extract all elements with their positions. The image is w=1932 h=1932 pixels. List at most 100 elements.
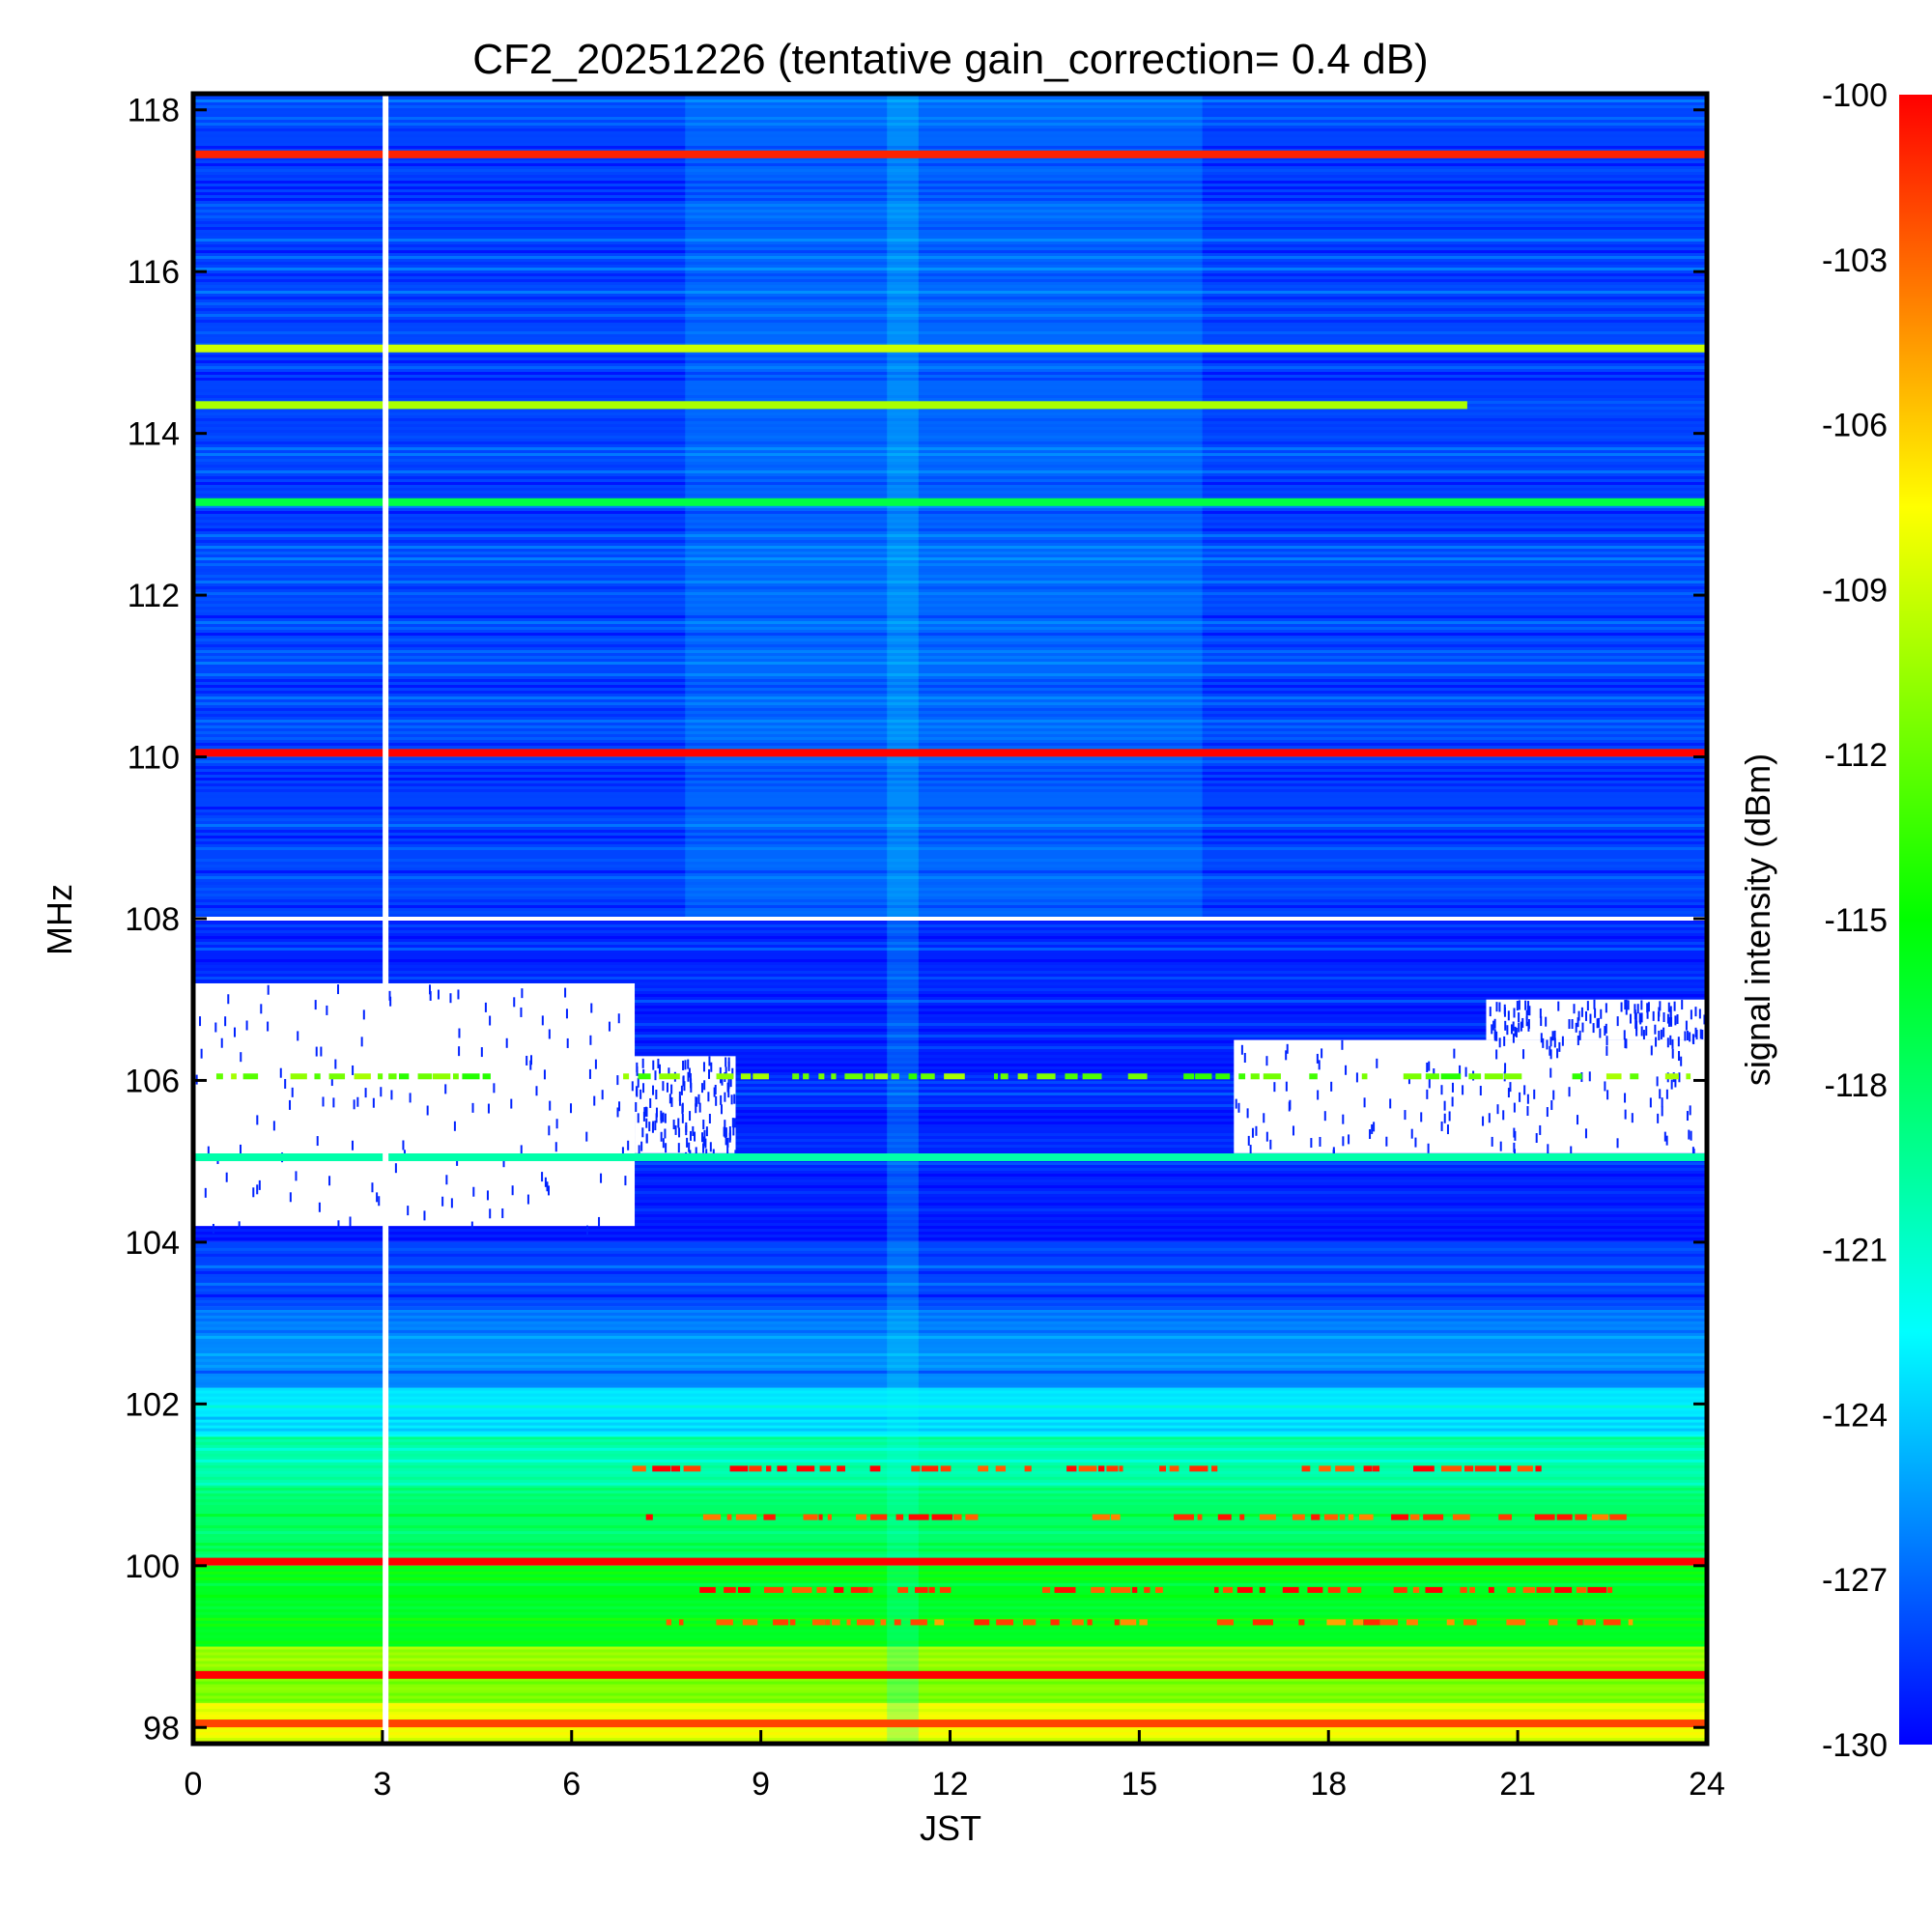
saturated-speckle: [690, 1082, 693, 1093]
saturated-speckle: [1634, 1004, 1636, 1014]
intermittent-signal: [231, 1073, 237, 1080]
intermittent-signal: [766, 1465, 772, 1472]
x-tick-label: 15: [1121, 1766, 1157, 1803]
band-texture-line: [193, 239, 1707, 242]
saturated-speckle: [1662, 1011, 1665, 1022]
intermittent-signal: [1195, 1073, 1212, 1080]
saturated-speckle: [1577, 1017, 1579, 1028]
intermittent-signal: [895, 1514, 904, 1520]
saturated-speckle: [654, 1121, 657, 1131]
saturated-speckle: [378, 1196, 381, 1207]
saturated-speckle: [731, 1118, 734, 1128]
saturated-speckle: [486, 1190, 489, 1201]
intermittent-signal: [1335, 1465, 1354, 1472]
band-texture-line: [193, 1508, 1707, 1512]
band-texture-line: [193, 111, 1707, 114]
intermittent-signal: [645, 1514, 653, 1520]
band-texture-line: [193, 308, 1707, 311]
intermittent-signal: [1323, 1514, 1338, 1520]
band-texture-line: [193, 546, 1707, 549]
saturated-speckle: [724, 1127, 726, 1138]
saturated-speckle: [638, 1145, 640, 1155]
intermittent-signal: [1577, 1619, 1583, 1626]
intermittent-signal: [1309, 1073, 1318, 1080]
band-texture-line: [193, 1496, 1707, 1500]
saturated-speckle: [376, 1192, 379, 1203]
band-texture-line: [193, 337, 1707, 340]
saturated-speckle: [696, 1096, 698, 1107]
band-texture-line: [193, 795, 1707, 798]
colorbar-tick-label: -100: [1822, 77, 1888, 114]
intermittent-signal: [1054, 1586, 1076, 1593]
saturated-speckle: [1513, 1008, 1516, 1018]
band-texture-line: [193, 1565, 1707, 1569]
band-texture-line: [193, 1600, 1707, 1604]
saturated-speckle: [1549, 1049, 1552, 1060]
saturated-speckle: [1684, 1031, 1687, 1041]
saturated-speckle: [511, 1185, 514, 1196]
intermittent-signal: [1468, 1073, 1482, 1080]
band-texture-line: [193, 1145, 1707, 1148]
saturated-speckle: [471, 1102, 474, 1113]
saturated-speckle: [1581, 1022, 1584, 1033]
band-texture-line: [193, 1715, 1707, 1719]
intermittent-signal: [1215, 1073, 1231, 1080]
saturated-speckle: [593, 1095, 596, 1106]
saturated-speckle: [1620, 1002, 1623, 1012]
band-texture-line: [193, 436, 1707, 439]
band-texture-line: [193, 1459, 1707, 1463]
band-texture-line: [193, 279, 1707, 282]
band-texture-line: [193, 899, 1707, 902]
saturated-speckle: [1526, 1106, 1529, 1117]
band-texture-line: [193, 447, 1707, 450]
saturated-speckle: [1321, 1048, 1323, 1059]
intermittent-signal: [623, 1073, 630, 1080]
intermittent-signal: [1154, 1586, 1163, 1593]
saturated-speckle: [220, 1037, 223, 1048]
colorbar-tick-label: -103: [1822, 242, 1888, 279]
saturated-speckle: [330, 1076, 333, 1087]
intermittent-signal: [354, 1073, 371, 1080]
intermittent-signal: [1211, 1465, 1218, 1472]
saturated-speckle: [225, 1172, 228, 1182]
y-tick-label: 114: [128, 416, 180, 453]
saturated-speckle: [1503, 1007, 1506, 1017]
band-texture-line: [193, 1023, 1707, 1026]
band-texture-line: [193, 314, 1707, 317]
saturated-speckle: [1506, 1025, 1509, 1036]
band-texture-line: [193, 1703, 1707, 1707]
saturated-speckle: [1453, 1048, 1456, 1059]
intermittent-signal: [777, 1465, 787, 1472]
saturated-speckle: [1520, 1021, 1522, 1032]
heatmap-area: [193, 94, 1707, 1744]
saturated-speckle: [372, 1097, 375, 1108]
saturated-speckle: [1330, 1081, 1333, 1092]
y-tick-label: 98: [143, 1710, 180, 1747]
saturated-speckle: [703, 1129, 706, 1140]
intermittent-signal: [1605, 1073, 1622, 1080]
band-texture-line: [193, 1011, 1707, 1014]
band-texture-line: [193, 936, 1707, 939]
band-texture-line: [193, 656, 1707, 659]
band-texture-line: [193, 395, 1707, 398]
saturated-speckle: [513, 997, 516, 1008]
band-texture-line: [193, 633, 1707, 636]
intermittent-signal: [1298, 1619, 1305, 1626]
band-texture-line: [193, 465, 1707, 468]
saturated-speckle: [316, 1136, 319, 1147]
intermittent-signal: [1174, 1514, 1194, 1520]
saturated-speckle: [441, 1196, 444, 1207]
saturated-speckle: [1518, 1012, 1520, 1023]
band-texture-line: [193, 505, 1707, 508]
saturated-speckle: [480, 1047, 483, 1058]
saturated-speckle: [635, 1101, 638, 1112]
band-texture-line: [193, 1299, 1707, 1303]
band-texture-line: [193, 1179, 1707, 1182]
intermittent-signal: [1159, 1465, 1166, 1472]
saturated-speckle: [727, 1088, 730, 1098]
saturated-speckle: [1666, 1037, 1669, 1048]
intermittent-signal: [837, 1465, 845, 1472]
band-texture-line: [193, 1485, 1707, 1489]
intermittent-signal: [996, 1619, 1014, 1626]
intermittent-signal: [897, 1586, 909, 1593]
